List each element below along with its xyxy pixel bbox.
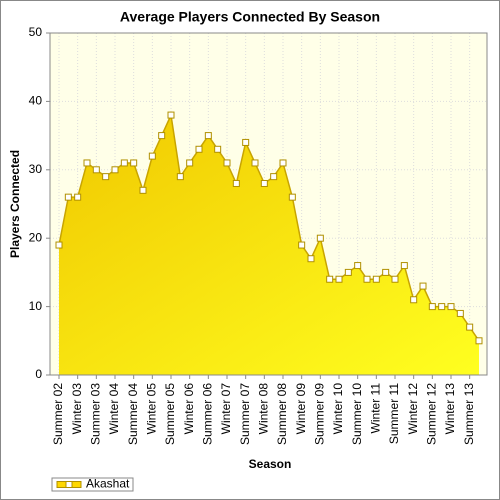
x-tick-label: Summer 13 bbox=[462, 383, 476, 445]
marker bbox=[176, 173, 184, 181]
marker bbox=[158, 132, 166, 140]
marker bbox=[447, 303, 455, 311]
marker bbox=[363, 275, 371, 283]
marker bbox=[354, 262, 362, 270]
marker bbox=[372, 275, 380, 283]
marker bbox=[148, 152, 156, 160]
area bbox=[59, 115, 479, 375]
marker bbox=[456, 309, 464, 317]
y-tick-label: 20 bbox=[29, 230, 43, 244]
marker bbox=[391, 275, 399, 283]
x-tick-label: Summer 05 bbox=[163, 383, 177, 445]
marker bbox=[344, 268, 352, 276]
plot-border bbox=[49, 32, 488, 376]
marker bbox=[139, 186, 147, 194]
marker bbox=[130, 159, 138, 167]
x-tick-label: Winter 08 bbox=[257, 383, 271, 435]
marker bbox=[428, 303, 436, 311]
y-tick-label: 30 bbox=[29, 162, 43, 176]
x-tick-label: Summer 08 bbox=[275, 383, 289, 445]
marker bbox=[382, 268, 390, 276]
x-tick-label: Winter 11 bbox=[369, 383, 383, 434]
marker bbox=[92, 166, 100, 174]
marker bbox=[74, 193, 82, 201]
x-tick-label: Winter 10 bbox=[331, 383, 345, 435]
marker bbox=[214, 145, 222, 153]
marker bbox=[195, 145, 203, 153]
x-tick-label: Summer 03 bbox=[89, 383, 103, 445]
marker bbox=[475, 337, 483, 345]
marker bbox=[260, 179, 268, 187]
y-tick-label: 40 bbox=[29, 94, 43, 108]
marker bbox=[400, 262, 408, 270]
line bbox=[58, 112, 480, 342]
x-tick-label: Winter 03 bbox=[70, 383, 84, 435]
x-tick-label: Summer 09 bbox=[313, 383, 327, 445]
marker bbox=[410, 296, 418, 304]
marker bbox=[438, 303, 446, 311]
marker bbox=[120, 159, 128, 167]
marker bbox=[335, 275, 343, 283]
x-tick-label: Winter 05 bbox=[145, 383, 159, 435]
x-axis-title: Season bbox=[249, 457, 292, 471]
marker bbox=[111, 166, 119, 174]
marker bbox=[270, 173, 278, 181]
x-tick-label: Summer 10 bbox=[350, 383, 364, 445]
marker bbox=[83, 159, 91, 167]
marker bbox=[64, 193, 72, 201]
marker bbox=[204, 132, 212, 140]
x-tick-label: Summer 02 bbox=[51, 383, 65, 445]
x-tick-label: Summer 07 bbox=[238, 383, 252, 445]
marker bbox=[307, 255, 315, 263]
x-tick-label: Summer 12 bbox=[425, 383, 439, 445]
x-tick-label: Summer 11 bbox=[387, 383, 401, 444]
x-tick-label: Summer 06 bbox=[201, 383, 215, 445]
chart-title: Average Players Connected By Season bbox=[120, 9, 380, 25]
x-tick-label: Winter 04 bbox=[107, 383, 121, 435]
x-tick-label: Winter 06 bbox=[182, 383, 196, 435]
marker bbox=[466, 323, 474, 331]
y-tick-label: 0 bbox=[35, 367, 42, 381]
marker bbox=[223, 159, 231, 167]
x-tick-label: Winter 09 bbox=[294, 383, 308, 435]
marker bbox=[279, 159, 287, 167]
marker bbox=[316, 234, 324, 242]
marker bbox=[232, 179, 240, 187]
x-tick-label: Summer 04 bbox=[126, 383, 140, 445]
y-tick-label: 50 bbox=[29, 25, 43, 39]
marker bbox=[242, 138, 250, 146]
marker bbox=[298, 241, 306, 249]
legend-label: Akashat bbox=[86, 477, 130, 491]
marker bbox=[102, 173, 110, 181]
marker bbox=[251, 159, 259, 167]
marker bbox=[186, 159, 194, 167]
marker bbox=[55, 241, 63, 249]
x-tick-label: Winter 07 bbox=[219, 383, 233, 435]
x-tick-label: Winter 13 bbox=[443, 383, 457, 435]
y-axis-title: Players Connected bbox=[8, 150, 22, 258]
y-tick-label: 10 bbox=[29, 299, 43, 313]
marker bbox=[326, 275, 334, 283]
marker bbox=[419, 282, 427, 290]
x-tick-label: Winter 12 bbox=[406, 383, 420, 435]
marker bbox=[167, 111, 175, 119]
marker bbox=[288, 193, 296, 201]
legend-marker bbox=[65, 481, 73, 488]
